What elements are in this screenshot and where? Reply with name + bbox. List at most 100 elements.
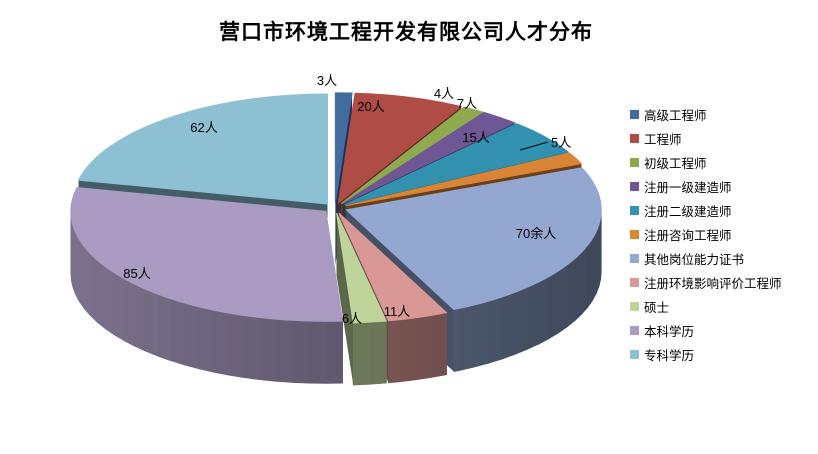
pie-slice-side-wall xyxy=(501,292,515,360)
pie-slice-side-wall xyxy=(123,277,135,347)
slice-label-注册一级建造师: 7人 xyxy=(457,96,477,111)
pie-slice-注册一级建造师 xyxy=(342,111,516,205)
pie-slice-side-wall xyxy=(212,309,229,376)
label-leader-line xyxy=(519,141,549,151)
pie-slice-side-wall xyxy=(72,225,77,295)
slice-label-本科学历: 85人 xyxy=(123,266,150,281)
pie-slice-side-wall xyxy=(227,312,245,379)
pie-slice-side-wall xyxy=(157,293,172,362)
pie-slice-side-wall xyxy=(259,317,277,382)
legend-swatch-icon xyxy=(630,109,639,119)
pie-slice-side-wall xyxy=(197,306,214,373)
pie-slice-工程师 xyxy=(337,92,463,205)
pie-slice-cut-wall xyxy=(336,213,354,385)
legend-swatch-icon xyxy=(630,349,639,359)
pie-slice-side-wall xyxy=(308,320,327,384)
legend-item-5: 注册咨询工程师 xyxy=(630,222,782,246)
legend-label: 注册一级建造师 xyxy=(644,180,732,195)
pie-slice-side-wall xyxy=(89,252,98,323)
legend-label: 注册环境影响评价工程师 xyxy=(644,276,782,291)
pie-slice-side-wall xyxy=(70,211,72,281)
legend-item-8: 硕士 xyxy=(630,294,782,318)
legend-swatch-icon xyxy=(630,301,639,311)
pie-slice-side-wall xyxy=(548,270,559,340)
legend-label: 注册咨询工程师 xyxy=(644,228,732,243)
legend-swatch-icon xyxy=(630,205,639,215)
legend-swatch-icon xyxy=(630,133,639,143)
legend-label: 其他岗位能力证书 xyxy=(644,252,745,267)
slice-label-其他岗位能力证书: 70余人 xyxy=(516,226,556,241)
pie-slice-side-wall xyxy=(453,308,460,373)
pie-slice-side-wall xyxy=(398,317,416,383)
pie-slice-side-wall xyxy=(96,259,106,330)
legend-label: 硕士 xyxy=(644,300,670,315)
pie-slice-side-wall xyxy=(369,320,387,385)
pie-slice-初级工程师 xyxy=(340,106,485,204)
legend-swatch-icon xyxy=(630,325,639,335)
legend-label: 高级工程师 xyxy=(644,108,707,123)
pie-slice-硕士 xyxy=(336,212,388,324)
legend: 高级工程师工程师初级工程师注册一级建造师 注册二级建造师 注册咨询工程师 其他岗位能力… xyxy=(630,102,782,366)
pie-slice-其他岗位能力证书 xyxy=(345,167,602,311)
legend-label: 初级工程师 xyxy=(644,156,707,171)
pie-slice-side-wall xyxy=(473,300,489,368)
pie-slice-注册咨询工程师 xyxy=(345,152,583,207)
pie-slice-side-wall xyxy=(587,237,593,309)
pie-slice-注册二级建造师 xyxy=(344,123,570,206)
pie-slice-side-wall xyxy=(458,304,475,372)
legend-item-6: 其他岗位能力证书 xyxy=(630,246,782,270)
legend-label: 专科学历 xyxy=(644,348,695,363)
pie-slice-注册环境影响评价工程师 xyxy=(338,212,448,322)
legend-label: 注册二级建造师 xyxy=(644,204,732,219)
pie-slice-side-wall xyxy=(145,288,159,357)
pie-slice-side-wall xyxy=(574,251,583,322)
legend-item-2: 初级工程师 xyxy=(630,150,782,174)
legend-swatch-icon xyxy=(630,229,639,239)
legend-swatch-icon xyxy=(630,277,639,287)
legend-swatch-icon xyxy=(630,181,639,191)
legend-item-9: 本科学历 xyxy=(630,318,782,342)
legend-item-7: 注册环境影响评价工程师 xyxy=(630,270,782,294)
slice-label-高级工程师: 3人 xyxy=(317,73,337,88)
pie-slice-side-wall xyxy=(183,302,199,370)
legend-label: 工程师 xyxy=(644,132,682,147)
chart-title: 营口市环境工程开发有限公司人才分布 xyxy=(219,21,593,44)
pie-slice-本科学历 xyxy=(70,187,344,322)
pie-slice-side-wall xyxy=(75,232,80,303)
legend-label: 本科学历 xyxy=(644,324,695,339)
legend-item-0: 高级工程师 xyxy=(630,102,782,126)
legend-item-3: 注册一级建造师 xyxy=(630,174,782,198)
slice-label-工程师: 20人 xyxy=(357,99,384,114)
slice-label-注册二级建造师: 15人 xyxy=(462,130,489,145)
legend-item-10: 专科学历 xyxy=(630,342,782,366)
pie-slice-side-wall xyxy=(513,287,527,356)
slice-label-专科学历: 62人 xyxy=(190,120,217,135)
pie-slice-专科学历 xyxy=(77,93,328,205)
pie-slice-side-wall xyxy=(595,224,600,294)
pie-slice-side-wall xyxy=(581,244,589,316)
pie-slice-side-wall xyxy=(84,245,91,317)
pie-slice-side-wall xyxy=(170,298,185,366)
pie-slice-side-wall xyxy=(113,271,124,342)
pie-slice-side-wall xyxy=(537,276,549,346)
legend-swatch-icon xyxy=(630,253,639,263)
pie-slice-side-wall xyxy=(79,238,85,310)
pie-slice-side-wall xyxy=(275,318,294,383)
slice-label-硕士: 6人 xyxy=(342,311,362,326)
pie-slice-side-wall xyxy=(557,264,568,334)
pie-slice-side-wall xyxy=(352,321,371,386)
slice-label-注册咨询工程师: 5人 xyxy=(551,135,571,150)
pie-slice-side-wall xyxy=(592,231,597,301)
pie-slice-side-wall xyxy=(388,319,400,384)
pie-slice-side-wall xyxy=(487,296,502,364)
pie-slice-side-wall xyxy=(430,312,447,378)
legend-swatch-icon xyxy=(630,157,639,167)
pie-slice-side-wall xyxy=(325,320,343,384)
slice-label-注册环境影响评价工程师: 11人 xyxy=(384,304,411,319)
pie-slice-side-wall xyxy=(415,314,432,381)
legend-item-4: 注册二级建造师 xyxy=(630,198,782,222)
slice-label-初级工程师: 4人 xyxy=(434,86,454,101)
pie-slice-高级工程师 xyxy=(334,92,353,203)
